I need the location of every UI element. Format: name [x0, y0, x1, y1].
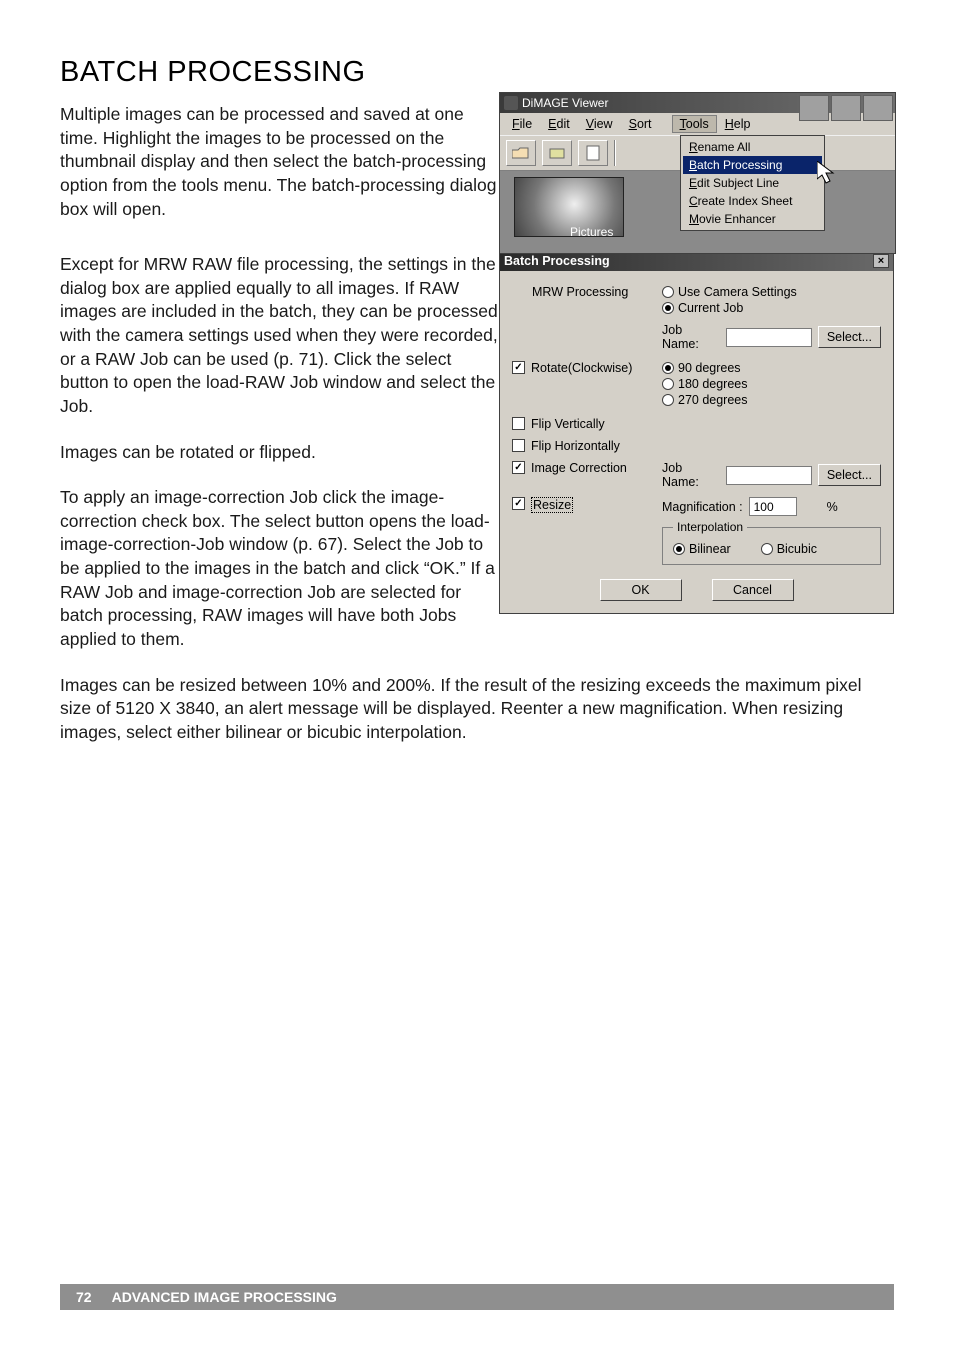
deg180-label: 180 degrees [678, 377, 748, 391]
thumbnail-label: Pictures [570, 225, 613, 239]
resize-label: Resize [531, 497, 573, 513]
radio-bilinear[interactable]: Bilinear [673, 542, 731, 556]
screenshot-stack: DiMAGE Viewer File Edit View Sort Tools … [499, 92, 896, 614]
viewer-title: DiMAGE Viewer [522, 96, 608, 110]
flipv-checkbox[interactable] [512, 417, 525, 430]
resize-checkbox[interactable]: ✓ [512, 497, 525, 510]
percent-label: % [827, 500, 838, 514]
paragraph-3: Images can be rotated or flipped. [60, 441, 500, 465]
dd-rename-all[interactable]: Rename All [683, 138, 822, 156]
select-button-2[interactable]: Select... [818, 464, 881, 486]
menu-sort[interactable]: Sort [621, 115, 660, 133]
toolbar-folder-icon[interactable] [542, 140, 572, 166]
right-tool-2[interactable] [831, 95, 861, 121]
batch-dialog: Batch Processing × MRW Processing Use Ca… [499, 250, 894, 614]
job-name-input-2[interactable] [726, 466, 812, 485]
page-number: 72 [76, 1289, 92, 1305]
job-name-input-1[interactable] [726, 328, 812, 347]
menu-help[interactable]: Help [717, 115, 759, 133]
toolbar-separator [614, 140, 616, 166]
radio-current-job[interactable]: Current Job [662, 301, 881, 315]
page-heading: BATCH PROCESSING [60, 56, 894, 89]
imagecorr-label: Image Correction [531, 461, 627, 475]
batch-titlebar: Batch Processing × [500, 251, 893, 271]
job-name-label-2: Job Name: [662, 461, 720, 489]
right-tool-1[interactable] [799, 95, 829, 121]
toolbar-open-icon[interactable] [506, 140, 536, 166]
deg90-label: 90 degrees [678, 361, 741, 375]
dd-movie-enhancer[interactable]: Movie Enhancer [683, 210, 822, 228]
rotate-checkbox[interactable]: ✓ [512, 361, 525, 374]
radio-180[interactable]: 180 degrees [662, 377, 881, 391]
radio-bicubic[interactable]: Bicubic [761, 542, 817, 556]
dd-batch-processing[interactable]: Batch Processing [683, 156, 822, 174]
menu-view[interactable]: View [578, 115, 621, 133]
bicubic-label: Bicubic [777, 542, 817, 556]
viewer-right-tools [799, 95, 893, 121]
magnification-label: Magnification : [662, 500, 743, 514]
current-job-label: Current Job [678, 301, 743, 315]
tools-dropdown: Rename All Batch Processing Edit Subject… [680, 135, 825, 231]
dd-edit-subject[interactable]: Edit Subject Line [683, 174, 822, 192]
radio-270[interactable]: 270 degrees [662, 393, 881, 407]
radio-use-camera[interactable]: Use Camera Settings [662, 285, 881, 299]
paragraph-4: To apply an image-correction Job click t… [60, 486, 500, 651]
app-icon [504, 96, 518, 110]
mrw-label: MRW Processing [532, 285, 628, 299]
cursor-icon [817, 161, 837, 190]
cancel-button[interactable]: Cancel [712, 579, 794, 601]
deg270-label: 270 degrees [678, 393, 748, 407]
menu-edit[interactable]: Edit [540, 115, 578, 133]
bilinear-label: Bilinear [689, 542, 731, 556]
interpolation-group: Interpolation Bilinear Bicubic [662, 520, 881, 565]
footer-section: ADVANCED IMAGE PROCESSING [112, 1289, 337, 1305]
right-tool-3[interactable] [863, 95, 893, 121]
paragraph-5: Images can be resized between 10% and 20… [60, 674, 890, 745]
magnification-input[interactable]: 100 [749, 497, 797, 516]
rotate-label: Rotate(Clockwise) [531, 361, 632, 375]
imagecorr-checkbox[interactable]: ✓ [512, 461, 525, 474]
select-button-1[interactable]: Select... [818, 326, 881, 348]
flipv-label: Flip Vertically [531, 417, 605, 431]
page-footer: 72 ADVANCED IMAGE PROCESSING [60, 1284, 894, 1310]
paragraph-1: Multiple images can be processed and sav… [60, 103, 500, 221]
fliph-checkbox[interactable] [512, 439, 525, 452]
menu-file[interactable]: File [504, 115, 540, 133]
ok-button[interactable]: OK [600, 579, 682, 601]
use-camera-label: Use Camera Settings [678, 285, 797, 299]
paragraph-2: Except for MRW RAW file processing, the … [60, 253, 500, 418]
menu-tools[interactable]: Tools [672, 115, 717, 133]
radio-90[interactable]: 90 degrees [662, 361, 881, 375]
toolbar-page-icon[interactable] [578, 140, 608, 166]
dd-create-index[interactable]: Create Index Sheet [683, 192, 822, 210]
viewer-window: DiMAGE Viewer File Edit View Sort Tools … [499, 92, 896, 254]
close-icon[interactable]: × [873, 254, 889, 268]
batch-title-text: Batch Processing [504, 254, 610, 268]
interpolation-legend: Interpolation [673, 520, 747, 534]
job-name-label-1: Job Name: [662, 323, 720, 351]
fliph-label: Flip Horizontally [531, 439, 620, 453]
